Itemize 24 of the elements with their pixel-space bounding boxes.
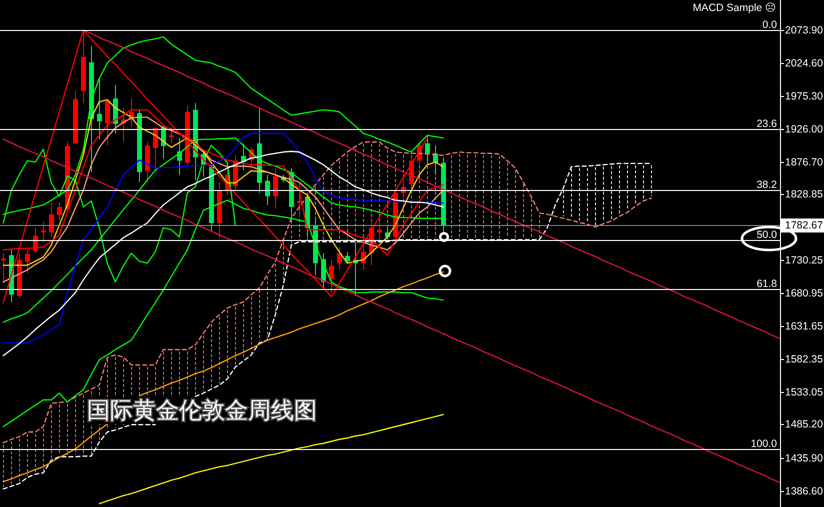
annotation: 50.0 xyxy=(756,229,778,241)
price-label: 1782.67 xyxy=(781,218,824,232)
y-tick-label: 1533.05 xyxy=(785,386,824,398)
y-tick-label: 1876.70 xyxy=(785,156,824,168)
title: 国际黄金伦敦金周线图 xyxy=(87,398,317,424)
annotation: 0.0 xyxy=(762,19,778,31)
annotation: MACD Sample ☹ xyxy=(692,2,776,14)
ref-line-label: 1782.67 xyxy=(785,220,824,232)
y-tick-label: 1926.00 xyxy=(785,124,824,136)
annotation: 23.6 xyxy=(756,118,778,130)
y-tick-label: 1828.85 xyxy=(785,188,824,200)
y-tick-label: 2024.60 xyxy=(785,58,824,70)
annotation: 61.8 xyxy=(756,278,778,290)
y-tick-label: 1435.90 xyxy=(785,452,824,464)
y-tick-label: 1582.35 xyxy=(785,354,824,366)
annotation: 38.2 xyxy=(756,179,778,191)
y-tick-label: 1386.60 xyxy=(785,486,824,498)
y-tick-label: 1975.30 xyxy=(785,90,824,102)
y-tick-label: 1485.20 xyxy=(785,418,824,430)
annotation: 100.0 xyxy=(750,438,778,450)
y-tick-label: 2073.90 xyxy=(785,24,824,36)
y-tick-label: 1680.95 xyxy=(785,288,824,300)
y-tick-label: 1631.65 xyxy=(785,320,824,332)
y-tick-label: 1730.25 xyxy=(785,254,824,266)
